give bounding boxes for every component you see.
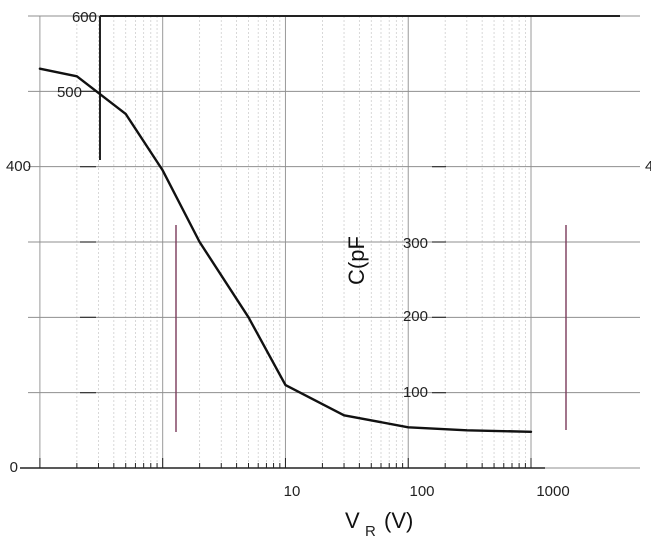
y-tick-label-500: 500 xyxy=(57,84,82,101)
x-tick-label-1000: 1000 xyxy=(536,483,569,500)
right-tick-label-300: 300 xyxy=(403,235,428,252)
series-layer xyxy=(38,67,533,433)
x-axis-title-main: V xyxy=(345,508,360,533)
x-axis-title-subscript: R xyxy=(365,523,376,540)
plot-grid xyxy=(28,15,640,469)
x-tick-label-100: 100 xyxy=(409,483,434,500)
y-axis-title: C(pF xyxy=(344,236,369,285)
right-tick-label-200: 200 xyxy=(403,308,428,325)
y-tick-label-400: 400 xyxy=(6,158,31,175)
y-tick-label-0: 0 xyxy=(10,459,18,476)
x-axis-title-unit: (V) xyxy=(384,508,413,533)
plot-frame xyxy=(20,15,620,469)
right-tick-label-400: 4 xyxy=(645,158,651,175)
right-tick-label-100: 100 xyxy=(403,384,428,401)
x-axis-title: V R (V) xyxy=(345,508,413,540)
y-tick-label-600: 600 xyxy=(72,9,97,26)
x-tick-label-10: 10 xyxy=(284,483,301,500)
